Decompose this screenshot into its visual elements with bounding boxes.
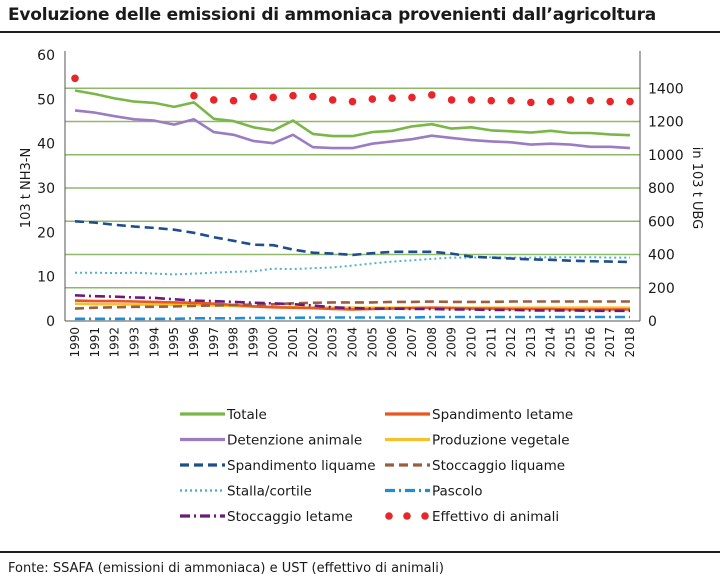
y-tick-label: 60 — [37, 48, 55, 64]
point-effettivo-di-animali — [71, 74, 79, 83]
point-effettivo-di-animali — [368, 95, 377, 103]
point-effettivo-di-animali — [209, 96, 218, 104]
y2-tick-label: 0 — [648, 314, 657, 330]
x-tick-label: 1990 — [68, 327, 82, 358]
legend-label-spandimento-liquame: Spandimento liquame — [227, 458, 376, 474]
x-tick-label: 2006 — [385, 327, 399, 358]
x-tick-label: 2017 — [603, 327, 617, 358]
series-line-totale — [74, 89, 631, 138]
y-tick-label: 10 — [37, 270, 55, 286]
y2-tick-label: 400 — [648, 248, 675, 264]
x-tick-label: 2005 — [365, 327, 379, 358]
point-effettivo-di-animali — [427, 91, 436, 99]
y-tick-label: 20 — [37, 225, 55, 241]
series-line-produzione-vegetale — [74, 302, 630, 310]
chart-panel: 0 10 20 30 40 50 60 0 200 400 600 800 1000 1200 1400 19… — [0, 33, 720, 550]
point-effettivo-di-animali — [447, 96, 456, 104]
x-tick-label: 2008 — [425, 327, 439, 358]
x-tick-label: 1993 — [127, 327, 141, 358]
x-tick-label: 2004 — [346, 327, 360, 358]
point-effettivo-di-animali — [229, 96, 238, 105]
series-line-spandimento-letame — [74, 299, 630, 311]
x-tick-label: 2011 — [484, 327, 498, 358]
x-tick-label: 2014 — [544, 327, 558, 358]
legend-label-stoccaggio-letame: Stoccaggio letame — [227, 509, 353, 525]
point-effettivo-di-animali — [249, 92, 258, 101]
series-line-stoccaggio-liquame — [74, 300, 630, 310]
y-tick-label: 50 — [37, 92, 55, 108]
point-effettivo-di-animali — [487, 96, 496, 105]
legend-label-spandimento-letame: Spandimento letame — [432, 407, 573, 423]
x-tick-label: 2002 — [306, 327, 320, 358]
x-tick-label: 2007 — [405, 327, 419, 358]
top-rule — [0, 31, 720, 33]
legend-label-totale: Totale — [226, 407, 267, 423]
x-tick-label: 1999 — [246, 327, 260, 358]
point-effettivo-di-animali — [606, 97, 614, 106]
x-tick-label: 1995 — [167, 327, 181, 358]
series-line-detenzione-animale — [74, 109, 631, 150]
x-tick-label: 1997 — [207, 327, 221, 358]
point-effettivo-di-animali — [566, 96, 575, 104]
point-effettivo-di-animali — [546, 97, 555, 106]
point-effettivo-di-animali — [527, 98, 535, 107]
legend-label-effettivo-di-animali: Effettivo di animali — [432, 509, 559, 525]
point-effettivo-di-animali — [190, 91, 198, 100]
y2-tick-label: 200 — [648, 281, 675, 297]
legend-label-stalla-cortile: Stalla/cortile — [227, 484, 312, 500]
y2-axis-title: in 103 t UBG — [689, 147, 704, 229]
legend-label-detenzione-animale: Detenzione animale — [227, 433, 362, 449]
legend-swatch-effettivo-di-animali — [421, 512, 429, 520]
x-tick-label: 2009 — [445, 327, 459, 358]
x-tick-label: 2015 — [564, 327, 578, 358]
y-tick-label: 30 — [37, 181, 55, 197]
legend-label-pascolo: Pascolo — [432, 484, 483, 500]
series-line-stoccaggio-letame — [74, 294, 630, 313]
legend-swatch-effettivo-di-animali — [385, 512, 393, 520]
point-effettivo-di-animali — [408, 93, 416, 102]
x-tick-label: 1992 — [108, 327, 122, 358]
x-tick-label: 1994 — [147, 327, 161, 358]
x-tick-label: 2012 — [504, 327, 518, 358]
point-effettivo-di-animali — [388, 94, 396, 103]
y-tick-label: 40 — [37, 137, 55, 153]
x-tick-label: 2013 — [524, 327, 538, 358]
x-tick-label: 2000 — [266, 327, 280, 358]
legend-label-stoccaggio-liquame: Stoccaggio liquame — [432, 458, 565, 474]
x-tick-label: 2016 — [583, 327, 597, 358]
point-effettivo-di-animali — [626, 97, 634, 106]
y2-tick-label: 1200 — [648, 115, 684, 131]
y2-tick-label: 1400 — [648, 81, 684, 97]
page-title: Evoluzione delle emissioni di ammoniaca … — [8, 5, 657, 25]
legend-swatch-effettivo-di-animali — [403, 512, 411, 520]
point-effettivo-di-animali — [309, 92, 317, 101]
y2-tick-label: 600 — [648, 214, 675, 230]
point-effettivo-di-animali — [328, 96, 337, 104]
chart-svg: 0102030405060020040060080010001200140019… — [19, 48, 704, 525]
y-axis-title: 103 t NH3-N — [19, 148, 34, 228]
point-effettivo-di-animali — [269, 93, 278, 102]
point-effettivo-di-animali — [467, 96, 476, 104]
series-line-stalla-cortile — [75, 256, 630, 276]
source-note: Fonte: SSAFA (emissioni di ammoniaca) e … — [8, 561, 444, 576]
point-effettivo-di-animali — [289, 91, 297, 100]
y2-tick-label: 800 — [648, 181, 675, 197]
point-effettivo-di-animali — [507, 96, 515, 105]
series-line-spandimento-liquame — [74, 220, 631, 264]
x-tick-label: 1998 — [227, 327, 241, 358]
point-effettivo-di-animali — [348, 97, 357, 106]
x-tick-label: 2018 — [623, 327, 637, 358]
x-tick-label: 1991 — [88, 327, 102, 358]
bottom-rule — [0, 551, 720, 553]
y2-tick-label: 1000 — [648, 148, 684, 164]
y-tick-label: 0 — [46, 314, 55, 330]
point-effettivo-di-animali — [586, 96, 595, 105]
legend-label-produzione-vegetale: Produzione vegetale — [432, 433, 570, 449]
x-tick-label: 2003 — [326, 327, 340, 358]
x-tick-label: 1996 — [187, 327, 201, 358]
x-tick-label: 2010 — [464, 327, 478, 358]
series-line-pascolo — [75, 315, 630, 321]
x-tick-label: 2001 — [286, 327, 300, 358]
